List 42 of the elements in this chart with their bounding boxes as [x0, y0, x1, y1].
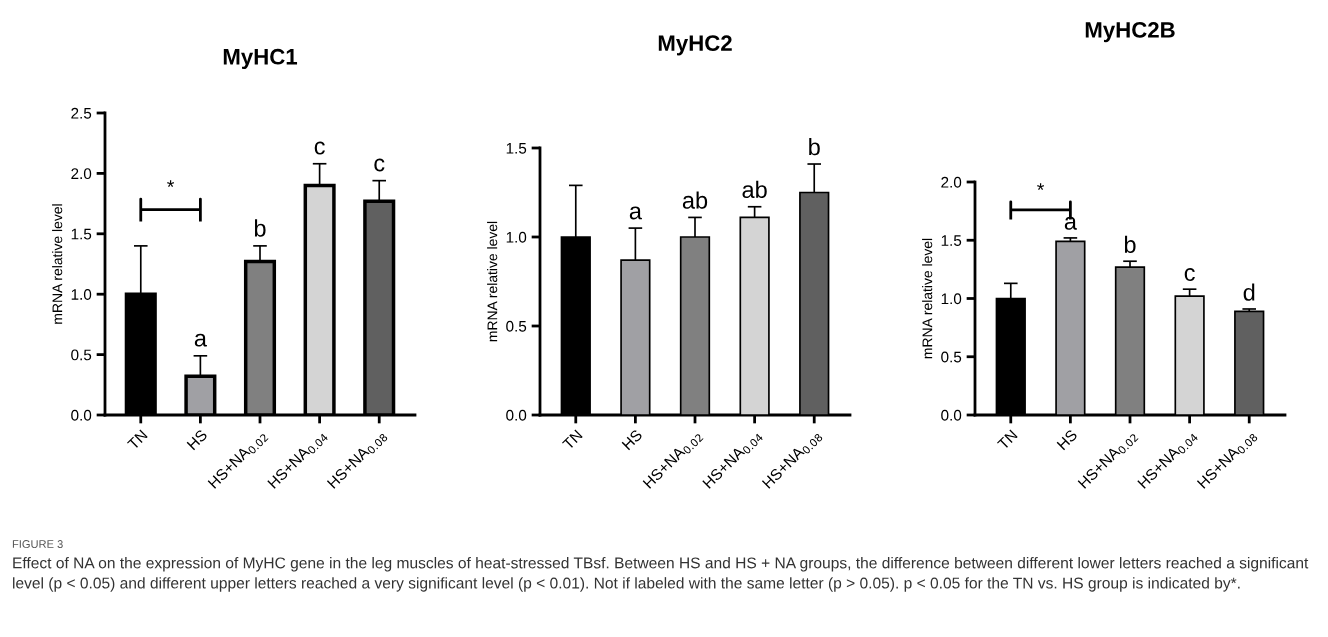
y-tick-label: 0.5 [71, 349, 92, 361]
y-tick-label: 2.0 [941, 176, 962, 188]
y-axis-title: mRNA relative level [922, 238, 933, 359]
x-tick-label: HS [186, 428, 208, 451]
y-tick-label: 2.5 [71, 107, 92, 119]
text: Effect of NA on the expression of MyHC gene in the leg muscles of heat-stressed TBsf. Between HS and HS + NA groups, the difference between different lower letters reached a significant level (p < 0.05) and different upper letters reached a very significant level (p < 0.01). Not if labeled with the same letter (p > 0.05). p < 0.05 for the TN vs. HS group is indicated by*. [13, 557, 1309, 592]
data-label: b [809, 138, 820, 156]
y-tick-label: 0.0 [941, 409, 962, 421]
y-tick-label: 2.0 [71, 168, 92, 180]
x-tick-label: TN [997, 429, 1018, 451]
y-tick-label: 0.5 [506, 320, 527, 332]
y-tick-label: 1.5 [941, 235, 962, 246]
y-axis-title: mRNA relative level [487, 221, 498, 342]
y-axis-title: mRNA relative level [52, 204, 63, 324]
chart-title: MyHC1 [223, 48, 298, 69]
y-tick-label: 0.0 [71, 409, 92, 421]
y-tick-label: 0.0 [506, 409, 527, 421]
data-label: b [1124, 235, 1136, 254]
x-tick-label: HS [1056, 428, 1078, 451]
data-label: a [629, 206, 642, 220]
y-tick-label: 1.5 [71, 228, 92, 240]
chart-title: MyHC2B [1085, 22, 1175, 43]
data-label: b [254, 219, 266, 237]
data-label: c [314, 141, 325, 155]
data-label: a [194, 333, 207, 347]
data-label: ab [742, 180, 767, 199]
y-tick-label: 1.0 [506, 231, 527, 243]
x-tick-label: TN [127, 429, 148, 451]
x-tick-label: TN [562, 429, 583, 451]
chart-title: MyHC2 [658, 35, 732, 56]
y-tick-label: 1.5 [506, 143, 527, 154]
data-label: ab [682, 191, 708, 209]
data-label: c [374, 158, 385, 172]
annotation: * [1037, 183, 1045, 191]
y-tick-label: 0.5 [941, 351, 962, 363]
caption: FIGURE 3 [12, 540, 63, 548]
y-tick-label: 1.0 [71, 289, 92, 300]
data-label: d [1243, 283, 1255, 301]
data-label: c [1184, 268, 1195, 282]
y-tick-label: 1.0 [941, 293, 962, 305]
annotation: * [167, 180, 175, 187]
x-tick-label: HS [621, 428, 643, 451]
